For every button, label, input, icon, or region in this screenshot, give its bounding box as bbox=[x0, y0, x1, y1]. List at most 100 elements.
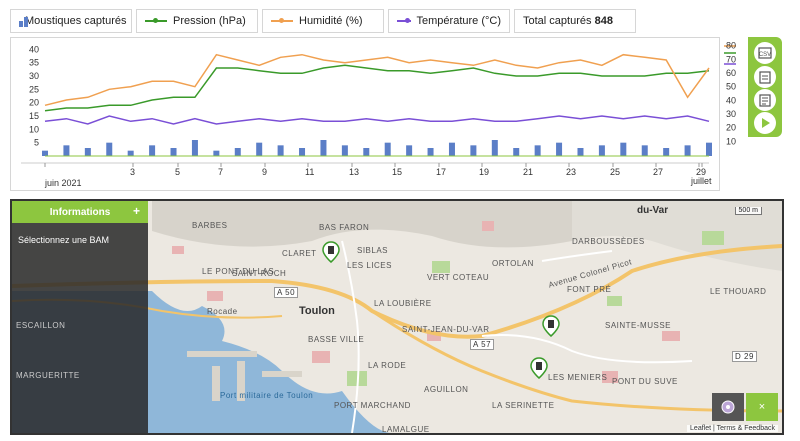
x-tick-label: 25 bbox=[610, 167, 620, 177]
x-tick-label: 21 bbox=[523, 167, 533, 177]
x-tick-label: 5 bbox=[175, 167, 180, 177]
play-button[interactable] bbox=[754, 112, 776, 134]
map-pin-icon bbox=[542, 315, 560, 337]
mosquito-bar bbox=[277, 145, 284, 156]
mosquito-bar bbox=[320, 140, 327, 156]
info-panel-title: Informations bbox=[49, 206, 111, 218]
map-place-label: BASSE VILLE bbox=[308, 335, 365, 344]
y-right-tick-label: 50 bbox=[726, 82, 736, 92]
report-button[interactable] bbox=[754, 66, 776, 88]
x-tick-label: juillet bbox=[690, 176, 712, 186]
x-tick-label: 11 bbox=[305, 167, 314, 177]
svg-text:CSV: CSV bbox=[759, 52, 771, 58]
x-tick-label: 27 bbox=[653, 167, 663, 177]
mosquito-bar bbox=[106, 142, 113, 156]
mosquito-bar bbox=[620, 142, 627, 156]
mosquito-bar bbox=[556, 142, 563, 156]
y-right-tick-label: 30 bbox=[726, 109, 736, 119]
map-place-label: LA SERINETTE bbox=[492, 401, 555, 410]
map-place-label: ESCAILLON bbox=[16, 321, 66, 330]
mosquito-bar bbox=[513, 148, 520, 156]
export-csv-button[interactable]: CSV bbox=[754, 42, 776, 64]
info-panel: Informations + Sélectionnez une BAM ESCA… bbox=[12, 201, 148, 433]
y-left-tick-label: 20 bbox=[29, 98, 39, 108]
map-port-label: Port militaire de Toulon bbox=[220, 391, 314, 400]
notes-button[interactable] bbox=[754, 89, 776, 111]
mosquito-bar bbox=[384, 142, 391, 156]
map-place-label: SAINT-JEAN-DU-VAR bbox=[402, 325, 490, 334]
mosquito-bar bbox=[448, 142, 455, 156]
bam-marker[interactable] bbox=[530, 357, 548, 379]
expand-plus-icon[interactable]: + bbox=[132, 204, 140, 218]
map-city-label: Toulon bbox=[299, 305, 335, 317]
close-map-button[interactable]: × bbox=[746, 393, 778, 421]
map-region-label: du-Var bbox=[637, 205, 669, 216]
mosquito-bar bbox=[427, 148, 434, 156]
legend-pressure-label: Pression (hPa) bbox=[173, 15, 246, 27]
y-left-tick-label: 10 bbox=[29, 124, 39, 134]
map-place-label: LA RODE bbox=[368, 361, 407, 370]
map-place-label: ORTOLAN bbox=[492, 259, 534, 268]
bam-marker[interactable] bbox=[542, 315, 560, 337]
legend-humidity[interactable]: Humidité (%) bbox=[262, 9, 384, 33]
x-tick-label: juin 2021 bbox=[44, 178, 82, 188]
mosquito-bar bbox=[663, 148, 670, 156]
map-attribution[interactable]: Leaflet | Terms & Feedback bbox=[687, 425, 778, 432]
mosquito-bar bbox=[470, 145, 477, 156]
legend-mosquitoes[interactable]: Moustiques capturés bbox=[10, 9, 132, 33]
notes-icon bbox=[759, 94, 771, 107]
right-axis-legend: 10 20 30 40 50 60 70 80 bbox=[724, 41, 736, 146]
total-captured-label: Total capturés bbox=[523, 15, 592, 27]
mosquito-bar bbox=[149, 145, 156, 156]
info-panel-header[interactable]: Informations + bbox=[12, 201, 148, 223]
mosquito-bar bbox=[684, 145, 691, 156]
humidity-swatch-icon bbox=[271, 18, 293, 23]
compass-icon bbox=[721, 400, 735, 414]
series-line bbox=[44, 64, 710, 112]
mosquito-bar bbox=[84, 148, 91, 156]
x-tick-label: 17 bbox=[436, 167, 446, 177]
locate-button[interactable] bbox=[712, 393, 744, 421]
y-left-tick-label: 30 bbox=[29, 71, 39, 81]
legend-temperature[interactable]: Température (°C) bbox=[388, 9, 510, 33]
series-line bbox=[44, 115, 710, 125]
mosquito-bar bbox=[299, 148, 306, 156]
y-right-tick-label: 10 bbox=[726, 136, 736, 146]
x-tick-label: 13 bbox=[349, 167, 359, 177]
map-place-label: AGUILLON bbox=[424, 385, 469, 394]
map-place-label: FONT PRÉ bbox=[567, 285, 612, 294]
legend-pressure[interactable]: Pression (hPa) bbox=[136, 9, 258, 33]
mosquito-bar bbox=[641, 145, 648, 156]
map-place-label: LAMALGUE bbox=[382, 425, 430, 434]
y-right-tick-label: 20 bbox=[726, 123, 736, 133]
chart-tools-panel: CSV bbox=[748, 37, 782, 137]
y-right-tick-label: 80 bbox=[726, 41, 736, 51]
map-place-label: LE PONT DU LAS bbox=[202, 267, 275, 276]
map-place-label: LE THOUARD bbox=[710, 287, 767, 296]
mosquito-bar bbox=[577, 148, 584, 156]
bam-marker[interactable] bbox=[322, 241, 340, 263]
mosquito-bar bbox=[256, 142, 263, 156]
map-pin-icon bbox=[322, 241, 340, 263]
map-scale: 500 m bbox=[734, 207, 762, 215]
pressure-swatch-icon bbox=[145, 18, 167, 23]
mosquito-bar bbox=[706, 142, 712, 156]
chart-area: 5 10 15 20 25 30 35 40 juin 2021 3 5 7 9 11 13 15 17 19 21… bbox=[10, 37, 720, 191]
map-place-label: VERT COTEAU bbox=[427, 273, 490, 282]
map-place-label: SAINT-ROCH bbox=[232, 269, 287, 278]
x-tick-label: 23 bbox=[566, 167, 576, 177]
map[interactable]: BARBES BAS FARON SIBLAS CLARET LES LICES… bbox=[10, 199, 784, 435]
x-tick-label: 15 bbox=[392, 167, 402, 177]
map-pin-icon bbox=[530, 357, 548, 379]
total-captured: Total capturés 848 bbox=[514, 9, 636, 33]
total-captured-value: 848 bbox=[594, 15, 613, 27]
y-right-tick-label: 70 bbox=[726, 54, 736, 64]
info-panel-text: Sélectionnez une BAM bbox=[18, 235, 110, 245]
y-left-tick-label: 35 bbox=[29, 58, 39, 68]
mosquito-bar bbox=[191, 140, 198, 156]
mosquito-bar bbox=[341, 145, 348, 156]
road-label: Rocade bbox=[207, 307, 238, 316]
x-tick-label: 9 bbox=[262, 167, 267, 177]
y-left-tick-label: 40 bbox=[29, 44, 39, 54]
